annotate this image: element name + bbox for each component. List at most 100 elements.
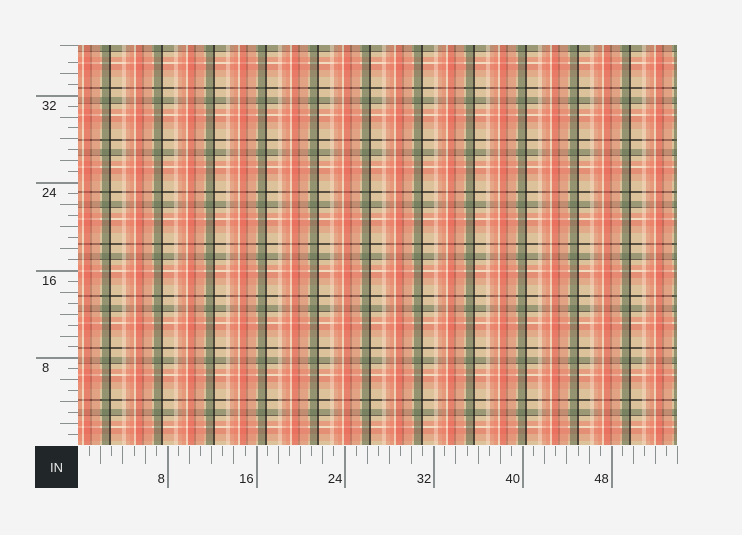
ruler-tick [60, 72, 78, 74]
ruler-label: 8 [157, 471, 165, 486]
ruler-tick [522, 446, 524, 488]
ruler-tick [333, 446, 335, 456]
ruler-label: 32 [42, 97, 57, 113]
ruler-tick [68, 171, 78, 173]
ruler-tick [60, 204, 78, 206]
ruler-tick [377, 446, 379, 456]
ruler-tick [255, 446, 258, 488]
ruler-tick [68, 368, 78, 370]
ruler-tick [633, 446, 634, 464]
ruler-tick [133, 446, 135, 456]
ruler-tick [68, 258, 78, 260]
ruler-tick [655, 446, 657, 464]
ruler-tick [100, 446, 102, 464]
ruler-label: 48 [594, 471, 609, 486]
ruler-tick [111, 446, 113, 456]
ruler-tick [355, 446, 357, 456]
ruler-tick [455, 446, 457, 464]
ruler-tick [433, 446, 436, 488]
ruler-tick [68, 149, 78, 151]
ruler-tick [399, 446, 401, 456]
ruler-tick [60, 247, 78, 249]
ruler-tick [89, 446, 91, 456]
ruler-label: 32 [416, 471, 432, 486]
ruler-tick [60, 335, 78, 337]
ruler-label: 24 [327, 471, 343, 486]
ruler-tick [68, 83, 78, 85]
ruler-tick [222, 446, 224, 456]
ruler-tick [610, 446, 613, 488]
ruler-tick [68, 434, 78, 436]
ruler-tick [411, 446, 412, 464]
ruler-tick [466, 446, 468, 456]
ruler-tick [266, 446, 268, 456]
ruler-tick [36, 94, 78, 97]
ruler-tick [277, 446, 279, 464]
ruler-tick [555, 446, 557, 456]
ruler-tick [68, 346, 78, 348]
ruler-tick [200, 446, 202, 456]
ruler-tick [566, 446, 568, 464]
ruler-tick [60, 401, 78, 403]
ruler-tick [477, 446, 479, 464]
ruler-tick [544, 446, 546, 464]
ruler-tick [444, 446, 446, 456]
ruler-tick [60, 291, 78, 293]
ruler-tick [644, 446, 646, 456]
ruler-tick [366, 446, 368, 464]
ruler-tick [166, 446, 169, 488]
ruler-tick [244, 446, 246, 456]
ruler-tick [344, 446, 347, 488]
ruler-tick [68, 412, 78, 414]
ruler-label: 16 [42, 272, 57, 288]
ruler-tick [60, 226, 78, 227]
ruler-tick [144, 446, 146, 464]
ruler-tick [60, 379, 78, 381]
ruler-label: 40 [505, 471, 520, 486]
ruler-tick [60, 138, 78, 140]
ruler-tick [155, 446, 157, 456]
ruler-tick [177, 446, 179, 456]
ruler-tick [189, 446, 190, 464]
ruler-tick [488, 446, 490, 456]
ruler-label: 8 [42, 360, 50, 376]
ruler-tick [60, 116, 78, 118]
ruler-tick [422, 446, 424, 456]
ruler-tick [68, 280, 78, 282]
ruler-tick [36, 357, 78, 360]
ruler-label: 24 [42, 185, 57, 201]
fabric-swatch [78, 45, 677, 445]
ruler-tick [68, 127, 78, 129]
ruler-tick [499, 446, 501, 464]
ruler-tick [60, 160, 78, 162]
ruler-tick [588, 446, 590, 464]
ruler-tick [36, 182, 78, 185]
ruler-tick [60, 423, 78, 425]
ruler-tick [599, 446, 601, 456]
ruler-tick [60, 45, 78, 46]
ruler-tick [60, 313, 78, 315]
ruler-tick [122, 446, 124, 464]
ruler-tick [288, 446, 290, 456]
ruler-tick [510, 446, 512, 456]
ruler-tick [666, 446, 668, 456]
ruler-tick [233, 446, 235, 464]
unit-label[interactable]: IN [35, 446, 78, 488]
ruler-tick [68, 324, 78, 326]
ruler-tick [621, 446, 623, 456]
ruler-tick [211, 446, 213, 464]
ruler-tick [68, 302, 78, 304]
ruler-tick [68, 61, 78, 63]
ruler-tick [311, 446, 313, 456]
ruler-tick [68, 193, 78, 195]
ruler-tick [68, 390, 78, 392]
ruler-label: 16 [239, 471, 254, 486]
ruler-tick [68, 105, 78, 107]
ruler-tick [36, 269, 78, 272]
ruler-tick [677, 446, 679, 464]
ruler-tick [388, 446, 390, 464]
ruler-tick [577, 446, 579, 456]
ruler-tick [68, 215, 78, 217]
ruler-tick [68, 236, 78, 238]
ruler-tick [300, 446, 301, 464]
